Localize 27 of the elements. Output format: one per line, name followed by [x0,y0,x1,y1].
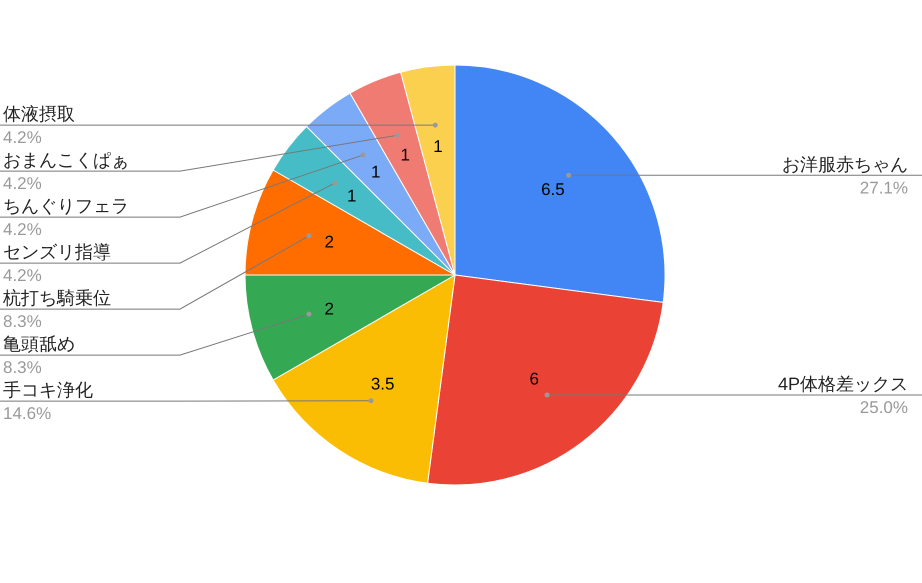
data-label: 1 [371,162,380,182]
slice-label: お洋服赤ちゃん [782,154,908,174]
data-label: 6.5 [541,180,565,200]
text: 25.0% [860,398,908,417]
slice-label: 杭打ち騎乗位 [2,288,111,308]
slice-label: 4P体格差ックス [778,374,908,394]
slice-label: 手コキ浄化 [3,380,93,400]
data-label: 2 [324,300,334,319]
slice-label: 亀頭舐め [3,334,75,354]
text: 27.1% [860,178,908,198]
slice-label: ちんぐりフェラ [3,196,129,216]
data-label: 2 [324,232,334,252]
slice-label: センズリ指導 [3,242,111,262]
text: 8.3% [3,312,42,332]
text: 8.3% [3,358,42,378]
text: 4.2% [3,174,42,194]
data-label: 6 [530,369,539,388]
data-label: 1 [433,136,443,156]
data-label: 1 [400,146,410,165]
data-label: 3.5 [370,374,394,394]
text: 14.6% [3,404,52,424]
data-label: 1 [346,186,356,206]
slice-label: 体液摂取 [3,104,75,124]
text: 4.2% [3,266,42,286]
slice-label: おまんこくぱぁ [3,150,129,170]
text: 4.2% [3,128,42,148]
text: 4.2% [3,220,42,240]
